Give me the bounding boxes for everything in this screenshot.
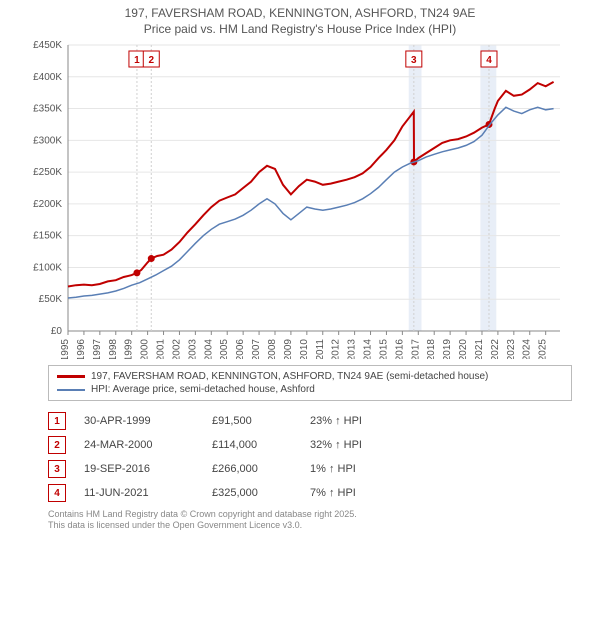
tx-pct: 23% ↑ HPI (310, 415, 400, 427)
tx-date: 24-MAR-2000 (84, 439, 194, 451)
svg-text:£200K: £200K (33, 199, 62, 210)
svg-text:1999: 1999 (124, 339, 135, 359)
svg-text:2008: 2008 (267, 339, 278, 359)
tx-badge: 2 (48, 436, 66, 454)
tx-price: £266,000 (212, 463, 292, 475)
svg-text:£350K: £350K (33, 104, 62, 115)
legend-item: HPI: Average price, semi-detached house,… (57, 383, 563, 396)
svg-text:3: 3 (411, 55, 417, 66)
tx-pct: 7% ↑ HPI (310, 487, 400, 499)
svg-text:£400K: £400K (33, 72, 62, 83)
svg-text:2000: 2000 (140, 339, 151, 359)
svg-text:£300K: £300K (33, 136, 62, 147)
svg-text:2020: 2020 (458, 339, 469, 359)
svg-text:2003: 2003 (187, 339, 198, 359)
svg-text:2014: 2014 (363, 339, 374, 359)
line-chart: £0 £50K £100K £150K £200K £250K £300K £350K £400… (20, 39, 580, 359)
svg-text:1995: 1995 (60, 339, 71, 359)
legend-label: 197, FAVERSHAM ROAD, KENNINGTON, ASHFORD… (91, 371, 488, 382)
svg-text:2012: 2012 (331, 339, 342, 359)
footer-line-2: This data is licensed under the Open Gov… (48, 520, 572, 531)
svg-text:2002: 2002 (171, 339, 182, 359)
svg-text:2011: 2011 (315, 339, 326, 359)
table-row: 1 30-APR-1999 £91,500 23% ↑ HPI (48, 409, 572, 433)
svg-text:4: 4 (486, 55, 492, 66)
table-row: 3 19-SEP-2016 £266,000 1% ↑ HPI (48, 457, 572, 481)
svg-text:£100K: £100K (33, 263, 62, 274)
legend: 197, FAVERSHAM ROAD, KENNINGTON, ASHFORD… (48, 365, 572, 401)
svg-text:2021: 2021 (474, 339, 485, 359)
svg-text:2025: 2025 (538, 339, 549, 359)
chart-title: 197, FAVERSHAM ROAD, KENNINGTON, ASHFORD… (0, 0, 600, 39)
footer-line-1: Contains HM Land Registry data © Crown c… (48, 509, 572, 520)
table-row: 2 24-MAR-2000 £114,000 32% ↑ HPI (48, 433, 572, 457)
title-line-1: 197, FAVERSHAM ROAD, KENNINGTON, ASHFORD… (10, 6, 590, 22)
transactions-table: 1 30-APR-1999 £91,500 23% ↑ HPI 2 24-MAR… (48, 409, 572, 505)
svg-text:2013: 2013 (347, 339, 358, 359)
legend-swatch (57, 389, 85, 391)
legend-swatch (57, 375, 85, 378)
svg-text:2006: 2006 (235, 339, 246, 359)
svg-text:£150K: £150K (33, 231, 62, 242)
svg-text:2023: 2023 (506, 339, 517, 359)
svg-text:2004: 2004 (203, 339, 214, 359)
tx-pct: 32% ↑ HPI (310, 439, 400, 451)
svg-text:2007: 2007 (251, 339, 262, 359)
svg-text:2016: 2016 (394, 339, 405, 359)
svg-text:2010: 2010 (299, 339, 310, 359)
svg-text:1998: 1998 (108, 339, 119, 359)
svg-text:2: 2 (148, 55, 154, 66)
tx-date: 11-JUN-2021 (84, 487, 194, 499)
tx-pct: 1% ↑ HPI (310, 463, 400, 475)
svg-text:2022: 2022 (490, 339, 501, 359)
svg-text:2024: 2024 (522, 339, 533, 359)
svg-text:£50K: £50K (39, 294, 63, 305)
copyright-footer: Contains HM Land Registry data © Crown c… (48, 509, 572, 531)
legend-label: HPI: Average price, semi-detached house,… (91, 384, 315, 395)
tx-badge: 4 (48, 484, 66, 502)
table-row: 4 11-JUN-2021 £325,000 7% ↑ HPI (48, 481, 572, 505)
tx-date: 30-APR-1999 (84, 415, 194, 427)
tx-date: 19-SEP-2016 (84, 463, 194, 475)
svg-text:2017: 2017 (410, 339, 421, 359)
title-line-2: Price paid vs. HM Land Registry's House … (10, 22, 590, 38)
tx-price: £114,000 (212, 439, 292, 451)
svg-text:1997: 1997 (92, 339, 103, 359)
svg-text:2015: 2015 (378, 339, 389, 359)
svg-text:£450K: £450K (33, 40, 62, 51)
svg-text:2001: 2001 (156, 339, 167, 359)
svg-text:£0: £0 (51, 326, 63, 337)
legend-item: 197, FAVERSHAM ROAD, KENNINGTON, ASHFORD… (57, 370, 563, 383)
svg-text:2005: 2005 (219, 339, 230, 359)
svg-text:2019: 2019 (442, 339, 453, 359)
tx-price: £325,000 (212, 487, 292, 499)
svg-text:2018: 2018 (426, 339, 437, 359)
svg-text:1996: 1996 (76, 339, 87, 359)
svg-text:1: 1 (134, 55, 140, 66)
tx-badge: 1 (48, 412, 66, 430)
svg-text:2009: 2009 (283, 339, 294, 359)
tx-price: £91,500 (212, 415, 292, 427)
tx-badge: 3 (48, 460, 66, 478)
svg-text:£250K: £250K (33, 167, 62, 178)
